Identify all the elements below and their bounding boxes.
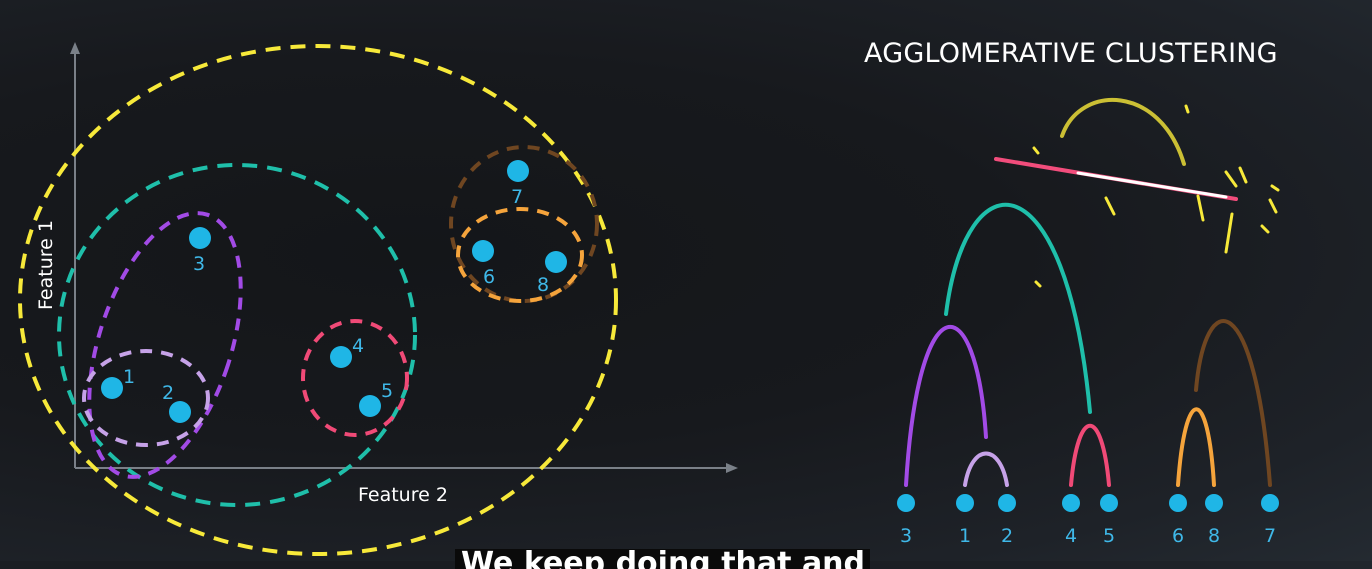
merge-arc-6-8 [1176,407,1216,487]
x-axis-arrow-icon [726,463,738,473]
point-label: 4 [352,335,364,357]
leaf-label: 5 [1103,525,1115,547]
subtitle-text: We keep doing that and we [461,549,870,569]
data-point-6: 6 [472,240,495,288]
cluster-outline-all [18,44,618,556]
cluster-outline-1-to-5 [57,163,417,507]
leaf-4: 4 [1062,494,1080,547]
sweep-line-white [1076,171,1228,199]
cluster-outline-6-8 [456,207,584,303]
leaf-label: 4 [1065,525,1077,547]
y-axis-label: Feature 1 [35,220,57,310]
leaf-label: 2 [1001,525,1013,547]
leaf-label: 7 [1264,525,1276,547]
merge-arc-123-45 [944,202,1092,414]
point-label: 1 [123,366,135,388]
merge-arc-68-7 [1194,319,1272,487]
merge-arc-4-5 [1069,423,1111,487]
leaf-label: 3 [900,525,912,547]
leaf-7: 7 [1261,494,1279,547]
cluster-outline-6-8-7 [449,145,599,303]
point-label: 6 [483,266,495,288]
cluster-outline-1-2-3 [87,211,243,479]
leaf-5: 5 [1100,494,1118,547]
y-axis-arrow-icon [70,42,80,54]
diagram-title: AGGLOMERATIVE CLUSTERING [864,38,1278,69]
data-point-5: 5 [359,380,393,417]
dendrogram-leaves: 3 1 2 4 5 6 8 7 [897,494,1279,547]
merge-arc-3-12 [904,324,988,487]
x-axis-label: Feature 2 [358,484,448,506]
data-point-8: 8 [537,251,567,296]
leaf-6: 6 [1169,494,1187,547]
cluster-outline-1-2 [82,349,210,447]
point-label: 8 [537,274,549,296]
merge-arc-1-2 [963,451,1009,487]
leaf-3: 3 [897,494,915,547]
leaf-label: 1 [959,525,971,547]
data-point-1: 1 [101,366,135,399]
data-point-3: 3 [189,227,211,275]
leaf-1: 1 [956,494,974,547]
subtitle-caption: We keep doing that and we [455,549,870,569]
merge-arc-top-partial [1060,98,1186,166]
leaf-8: 8 [1205,494,1223,547]
data-point-7: 7 [507,160,529,208]
point-label: 2 [162,382,174,404]
scatter-plot: Feature 1 Feature 2 1 2 3 4 5 [18,42,738,556]
data-point-2: 2 [162,382,191,423]
point-label: 7 [511,186,523,208]
leaf-label: 8 [1208,525,1220,547]
leaf-2: 2 [998,494,1016,547]
point-label: 3 [193,253,205,275]
cluster-outline-4-5 [301,319,409,437]
dendrogram: 3 1 2 4 5 6 8 7 [897,98,1280,547]
data-point-4: 4 [330,335,364,368]
sparkle-fragments [1032,104,1280,288]
point-label: 5 [381,380,393,402]
leaf-label: 6 [1172,525,1184,547]
